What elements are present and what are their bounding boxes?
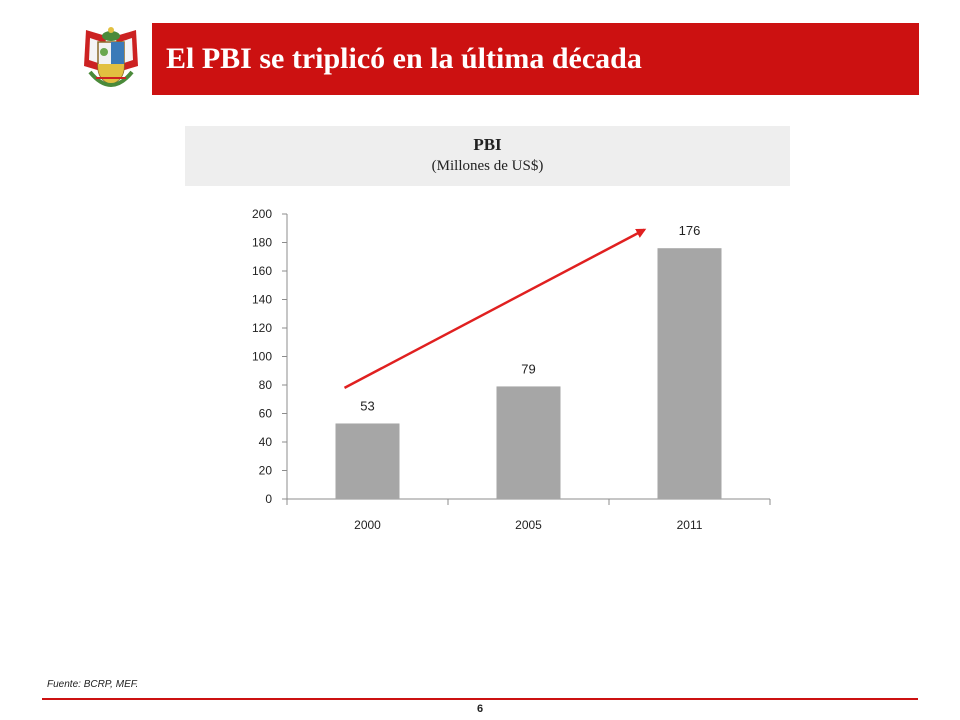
chart-header: PBI (Millones de US$) bbox=[185, 126, 790, 186]
data-label-2000: 53 bbox=[360, 398, 374, 413]
data-label-2011: 176 bbox=[679, 223, 701, 238]
x-tick-label-2000: 2000 bbox=[354, 518, 381, 532]
y-tick-label: 80 bbox=[259, 378, 273, 392]
data-label-2005: 79 bbox=[521, 361, 535, 376]
y-tick-label: 120 bbox=[252, 321, 272, 335]
y-tick-label: 140 bbox=[252, 293, 272, 307]
y-tick-label: 100 bbox=[252, 350, 272, 364]
y-tick-label: 160 bbox=[252, 264, 272, 278]
y-tick-label: 20 bbox=[259, 464, 273, 478]
title-bar: El PBI se triplicó en la última década bbox=[152, 23, 919, 95]
coat-of-arms-emblem bbox=[76, 22, 146, 98]
x-tick-label-2011: 2011 bbox=[677, 518, 703, 532]
bar-2011 bbox=[657, 248, 722, 499]
y-tick-label: 40 bbox=[259, 435, 273, 449]
bar-2005 bbox=[496, 386, 561, 499]
slide-title: El PBI se triplicó en la última década bbox=[166, 42, 642, 75]
bar-2000 bbox=[335, 423, 400, 499]
trend-arrow bbox=[343, 228, 647, 389]
y-tick-label: 180 bbox=[252, 236, 272, 250]
x-tick-label-2005: 2005 bbox=[515, 518, 542, 532]
chart-title: PBI bbox=[473, 135, 502, 154]
y-tick-label: 0 bbox=[265, 492, 272, 506]
footer-divider bbox=[42, 698, 918, 700]
page-number: 6 bbox=[476, 703, 484, 715]
source-note: Fuente: BCRP, MEF. bbox=[47, 679, 139, 690]
y-tick-label: 60 bbox=[259, 407, 273, 421]
chart-subtitle: (Millones de US$) bbox=[431, 158, 544, 174]
y-tick-label: 200 bbox=[252, 207, 272, 221]
